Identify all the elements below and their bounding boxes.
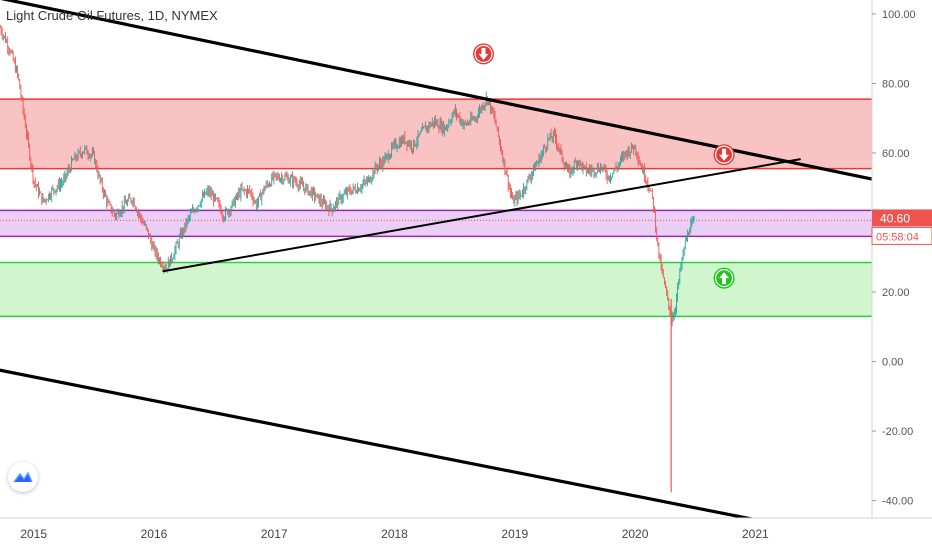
x-tick-label: 2015: [20, 527, 47, 541]
candles: [0, 24, 695, 327]
x-tick-label: 2016: [141, 527, 168, 541]
y-tick-label: 0.00: [882, 357, 903, 369]
y-tick-label: 80.00: [882, 78, 910, 90]
countdown-tag: [871, 226, 932, 245]
x-tick-label: 2019: [501, 527, 528, 541]
rising-support-trendline: [162, 158, 801, 273]
last-price-value: 40.60: [880, 211, 910, 225]
price-scale-bg: [872, 0, 932, 550]
x-tick-label: 2020: [622, 527, 649, 541]
x-tick-label: 2017: [261, 527, 288, 541]
x-tick-label: 2021: [742, 527, 769, 541]
sell-marker-ring: [714, 145, 734, 164]
last-price-tag: [872, 209, 932, 227]
y-tick-label: 60.00: [882, 148, 910, 160]
x-tick-label: 2018: [381, 527, 408, 541]
lower-channel-trendline: [0, 368, 757, 522]
buy-marker-ring: [714, 269, 734, 288]
countdown-timer: 05:58:04: [876, 231, 919, 243]
y-tick-label: 100.00: [882, 9, 916, 21]
y-tick-label: 20.00: [882, 287, 910, 299]
resistance-zone: [0, 99, 872, 169]
sell-marker-ring: [474, 44, 493, 63]
buy-marker-arrow-up-icon: [713, 267, 735, 289]
sell-marker-top-arrow-down-icon: [473, 43, 495, 65]
support-zone: [0, 262, 872, 317]
sell-marker-right-arrow-down-icon: [713, 144, 735, 166]
y-tick-label: -20.00: [882, 426, 913, 438]
y-tick-label: -40.00: [882, 496, 913, 508]
chart-title: Light Crude Oil Futures, 1D, NYMEX: [6, 8, 218, 23]
tradingview-logo-icon[interactable]: [8, 462, 38, 492]
time-axis-bg: [0, 518, 932, 550]
buy-marker-arrow: [719, 272, 730, 285]
sell-marker-arrow: [478, 47, 489, 60]
sell-marker-arrow: [719, 148, 730, 161]
